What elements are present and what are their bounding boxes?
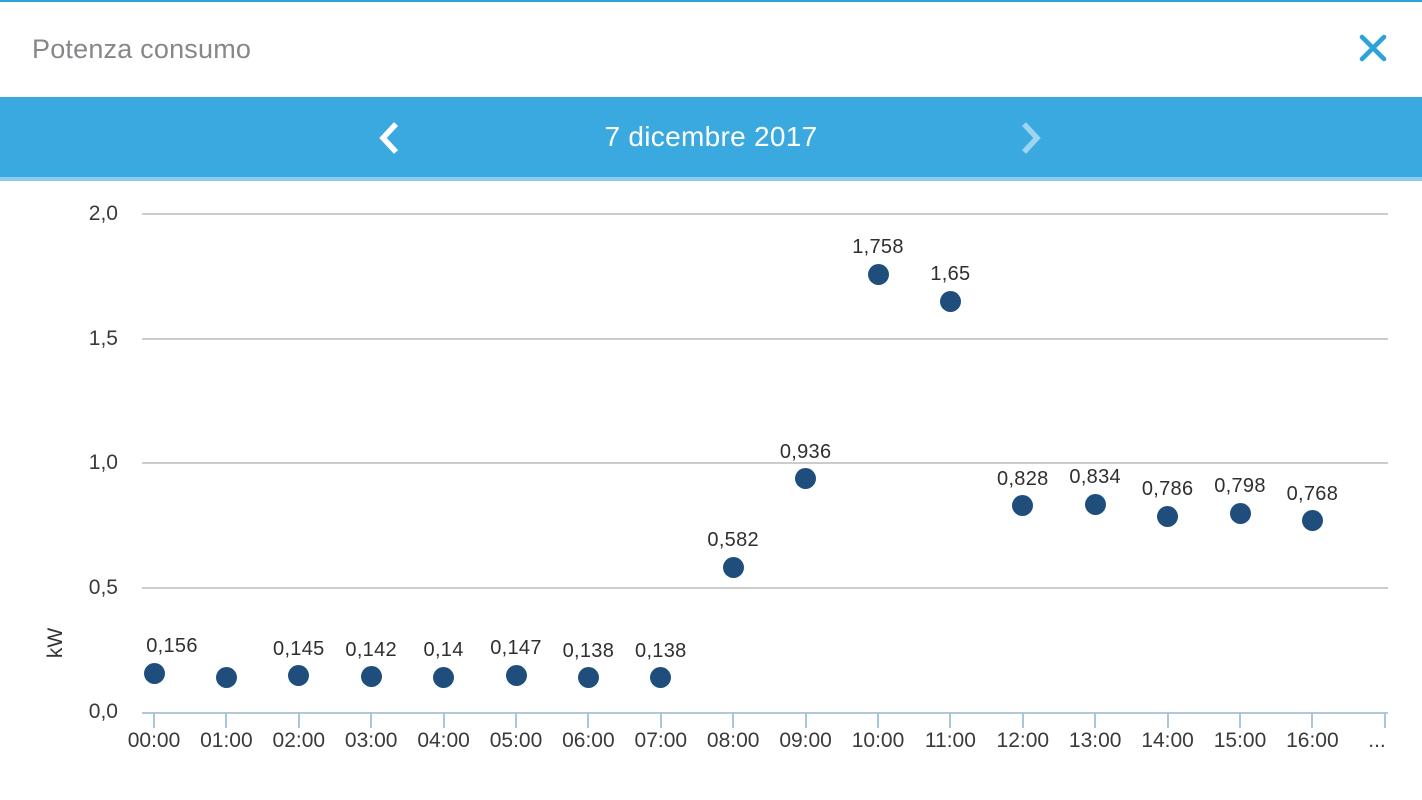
- x-axis-tick-label: 11:00: [924, 729, 976, 752]
- data-point[interactable]: [722, 556, 744, 578]
- data-point-value-label: 0,582: [707, 529, 759, 552]
- data-point[interactable]: [1084, 493, 1106, 515]
- x-axis-tick-label: 04:00: [417, 729, 470, 752]
- gridline: [142, 586, 1388, 589]
- close-icon: [1357, 32, 1389, 67]
- chevron-right-icon: [1015, 118, 1045, 161]
- y-axis-tick-label: 0,5: [88, 575, 118, 599]
- dialog-top-accent-line: [0, 0, 1422, 2]
- x-axis-tick-label: 08:00: [706, 729, 760, 752]
- x-axis-tick: [1166, 712, 1169, 728]
- data-point[interactable]: [795, 468, 817, 490]
- x-axis-tick: [370, 712, 373, 728]
- x-axis-tick: [225, 712, 228, 728]
- x-axis-tick: [659, 712, 662, 728]
- dialog-title: Potenza consumo: [32, 34, 252, 64]
- power-consumption-chart: kW 0,0 0,5 1,0 1,5 2,0 00:00 01:00 02:00 03:00 04…: [0, 181, 1422, 800]
- data-point[interactable]: [577, 667, 599, 689]
- previous-day-button[interactable]: [345, 97, 435, 181]
- data-point[interactable]: [1301, 510, 1323, 532]
- x-axis-line: [142, 712, 1388, 714]
- x-axis-tick-label: ...: [1368, 729, 1386, 752]
- x-axis-tick: [804, 712, 807, 728]
- x-axis-tick: [442, 712, 445, 728]
- x-axis-tick-label: 09:00: [779, 729, 832, 752]
- x-axis-tick: [1239, 712, 1241, 728]
- gridline: [142, 213, 1388, 215]
- y-axis-title: kW: [44, 627, 67, 659]
- data-point-value-label: 0,156: [146, 635, 198, 658]
- data-point[interactable]: [650, 667, 672, 689]
- x-axis-tick-label: 00:00: [127, 729, 181, 752]
- x-axis-tick: [1311, 712, 1314, 728]
- data-point[interactable]: [288, 665, 310, 687]
- y-axis-tick-label: 1,5: [88, 326, 118, 350]
- data-point[interactable]: [143, 662, 165, 684]
- x-axis-tick: [949, 712, 952, 728]
- x-axis-tick: [297, 712, 300, 728]
- x-axis-tick-label: 02:00: [272, 729, 326, 752]
- data-point-value-label: 0,936: [779, 440, 832, 463]
- x-axis-tick-label: 15:00: [1213, 729, 1267, 752]
- x-axis-tick-label: 07:00: [634, 729, 688, 752]
- x-axis-tick-label: 06:00: [562, 729, 615, 752]
- dialog-header: Potenza consumo: [0, 2, 1422, 97]
- x-axis-tick-label: 03:00: [344, 729, 398, 752]
- y-axis-tick-label: 2,0: [88, 202, 118, 225]
- close-button[interactable]: [1354, 30, 1392, 68]
- x-axis-tick: [153, 712, 155, 728]
- data-point-value-label: 0,834: [1069, 466, 1121, 489]
- data-point-value-label: 0,14: [423, 639, 464, 662]
- x-axis-tick-label: 05:00: [489, 729, 543, 752]
- data-point[interactable]: [1157, 505, 1179, 527]
- data-point[interactable]: [215, 666, 237, 688]
- x-axis-tick: [877, 712, 879, 728]
- data-point[interactable]: [867, 263, 889, 285]
- x-axis-tick: [732, 712, 735, 728]
- x-axis-tick-label: 16:00: [1286, 729, 1339, 752]
- data-point-value-label: 0,142: [345, 638, 397, 661]
- gridline: [142, 337, 1388, 340]
- data-point-value-label: 0,147: [490, 637, 542, 660]
- x-axis-tick-label: 01:00: [200, 729, 253, 752]
- x-axis-tick-label: 14:00: [1141, 729, 1194, 752]
- data-point-value-label: 0,138: [562, 639, 615, 662]
- x-axis-tick: [1021, 712, 1024, 728]
- x-axis-tick-label: 12:00: [996, 729, 1050, 752]
- selected-date-label: 7 dicembre 2017: [604, 121, 818, 152]
- x-axis-tick: [1094, 712, 1097, 728]
- x-axis-tick-label: 10:00: [851, 729, 905, 752]
- data-point-value-label: 0,138: [635, 639, 687, 662]
- next-day-button[interactable]: [985, 97, 1075, 181]
- data-point[interactable]: [939, 290, 961, 312]
- data-point[interactable]: [433, 666, 455, 688]
- x-axis-tick-label: 13:00: [1068, 729, 1122, 752]
- y-axis-tick-label: 0,0: [88, 700, 118, 723]
- data-point-value-label: 0,786: [1141, 478, 1194, 501]
- date-navigation-bar: 7 dicembre 2017: [0, 97, 1422, 181]
- data-point-value-label: 1,65: [930, 263, 971, 286]
- chevron-left-icon: [375, 118, 405, 161]
- data-point-value-label: 0,798: [1214, 475, 1266, 498]
- x-axis-tick: [515, 712, 517, 728]
- data-point-value-label: 1,758: [852, 236, 904, 259]
- data-point-value-label: 0,828: [997, 467, 1049, 490]
- y-axis-tick-label: 1,0: [88, 451, 118, 474]
- data-point[interactable]: [1012, 495, 1034, 517]
- x-axis-tick: [587, 712, 590, 728]
- data-point[interactable]: [1229, 502, 1251, 524]
- data-point-value-label: 0,768: [1286, 482, 1339, 505]
- gridline: [142, 462, 1388, 464]
- data-point-value-label: 0,145: [273, 637, 325, 660]
- data-point[interactable]: [360, 666, 382, 688]
- data-point[interactable]: [505, 664, 527, 686]
- x-axis-tick: [1384, 712, 1386, 728]
